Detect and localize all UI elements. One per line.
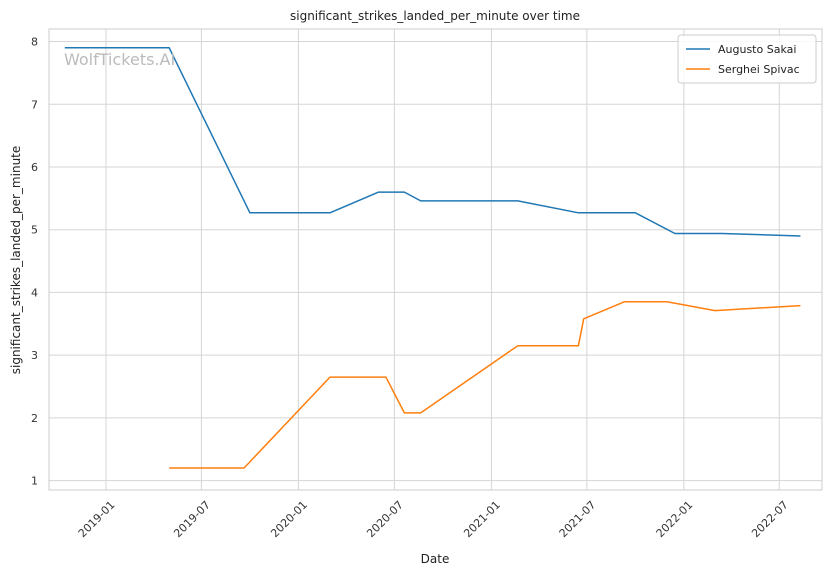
series-line-augusto-sakai <box>64 47 801 237</box>
watermark: WolfTickets.AI <box>64 50 175 69</box>
legend: Augusto Sakai Serghei Spivac <box>677 34 817 84</box>
legend-box <box>677 34 817 84</box>
y-tick-label: 4 <box>31 286 38 299</box>
y-axis-ticks: 1 2 3 4 5 6 7 8 <box>31 36 38 488</box>
legend-label: Serghei Spivac <box>718 63 800 76</box>
y-tick-label: 6 <box>31 161 38 174</box>
y-axis-title: significant_strikes_landed_per_minute <box>9 146 23 375</box>
series-line-serghei-spivac <box>169 301 801 469</box>
y-tick-label: 8 <box>31 36 38 49</box>
chart-title: significant_strikes_landed_per_minute ov… <box>290 9 580 23</box>
x-axis-title: Date <box>421 552 450 566</box>
y-tick-label: 3 <box>31 349 38 362</box>
grid <box>49 29 822 490</box>
plot-frame <box>48 28 823 491</box>
y-tick-label: 5 <box>31 224 38 237</box>
y-tick-label: 7 <box>31 98 38 111</box>
y-tick-label: 1 <box>31 475 38 488</box>
legend-label: Augusto Sakai <box>718 43 796 56</box>
y-tick-label: 2 <box>31 412 38 425</box>
series-group <box>64 47 801 469</box>
